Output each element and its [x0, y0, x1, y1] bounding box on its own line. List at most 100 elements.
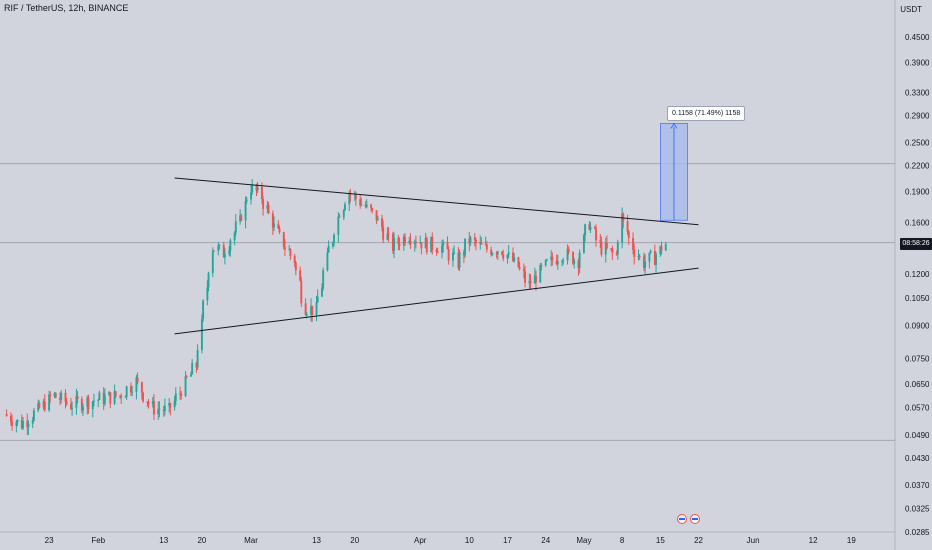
candle-up: [408, 240, 411, 243]
candle-down: [599, 240, 602, 243]
candle-up: [562, 260, 565, 262]
candle-down: [397, 237, 400, 244]
candle-down: [162, 409, 165, 412]
candle-down: [179, 393, 182, 395]
candle-down: [446, 241, 449, 250]
candle-up: [321, 288, 323, 297]
candle-up: [191, 363, 194, 375]
candle-up: [16, 419, 19, 423]
x-tick-label: 15: [656, 536, 665, 545]
x-tick-label: 12: [809, 536, 818, 545]
candle-up: [333, 234, 335, 243]
candle-down: [185, 376, 188, 378]
candle-down: [540, 265, 543, 267]
candle-up: [151, 401, 154, 405]
candle-up: [91, 401, 94, 410]
candle-up: [348, 193, 351, 205]
candle-up: [402, 236, 405, 246]
us-flag-icon[interactable]: [677, 514, 687, 524]
y-tick-label: 0.0370: [905, 481, 930, 490]
candle-down: [522, 269, 525, 272]
y-tick-label: 0.1600: [905, 218, 930, 227]
candle-down: [462, 252, 465, 256]
x-tick-label: 23: [45, 536, 54, 545]
candle-down: [293, 256, 296, 263]
y-tick-label: 0.0900: [905, 322, 930, 331]
candle-down: [518, 267, 521, 270]
x-tick-label: 10: [465, 536, 474, 545]
y-tick-label: 0.1200: [905, 270, 930, 279]
candle-down: [382, 226, 385, 240]
candle-up: [621, 213, 624, 243]
candle-up: [174, 393, 177, 402]
candle-up: [234, 221, 237, 233]
candle-down: [555, 260, 558, 265]
candle-up: [206, 287, 209, 301]
candle-down: [142, 392, 144, 402]
candle-up: [507, 252, 510, 255]
candle-down: [371, 208, 374, 211]
candle-up: [637, 256, 640, 258]
candle-down: [404, 236, 406, 243]
candle-down: [240, 215, 243, 221]
measure-arrow-head: [670, 122, 678, 129]
candle-down: [391, 234, 394, 251]
x-tick-label: 8: [620, 536, 625, 545]
candle-up: [228, 250, 231, 254]
candle-up: [655, 254, 657, 265]
candle-down: [262, 199, 265, 209]
candle-down: [535, 275, 537, 283]
candle-down: [20, 419, 23, 429]
candle-down: [80, 399, 83, 411]
candle-up: [92, 400, 95, 402]
candle-up: [556, 261, 559, 265]
candle-up: [196, 350, 199, 368]
candle-down: [551, 256, 554, 261]
candle-up: [365, 204, 368, 207]
candle-up: [413, 241, 416, 244]
candle-down: [5, 414, 8, 416]
candle-down: [457, 252, 460, 268]
candle-up: [135, 377, 138, 392]
candle-up: [163, 405, 166, 412]
event-icons: [677, 514, 700, 524]
candle-up: [326, 252, 329, 271]
y-tick-label: 0.0325: [905, 504, 930, 513]
x-tick-label: Mar: [244, 536, 258, 545]
y-tick-label: 0.0490: [905, 431, 930, 440]
candle-down: [359, 199, 362, 206]
candle-down: [387, 233, 390, 235]
candle-up: [539, 265, 542, 283]
candle-down: [147, 402, 150, 405]
candle-down: [87, 397, 90, 410]
candle-up: [113, 391, 116, 404]
candle-up: [464, 238, 466, 256]
candle-up: [233, 232, 236, 241]
candle-up: [616, 242, 619, 255]
candle-up: [584, 224, 587, 236]
candle-up: [108, 392, 111, 396]
candle-up: [202, 300, 205, 320]
x-tick-label: 13: [159, 536, 168, 545]
candle-down: [102, 392, 105, 405]
candle-down: [524, 271, 527, 283]
candle-down: [512, 252, 514, 261]
candle-down: [622, 213, 625, 222]
candle-down: [300, 280, 303, 304]
candle-down: [409, 240, 412, 244]
candle-up: [337, 216, 340, 235]
candle-up: [664, 244, 667, 251]
candle-down: [567, 248, 570, 253]
candle-down: [180, 393, 183, 396]
us-flag-icon[interactable]: [690, 514, 700, 524]
x-tick-label: 22: [694, 536, 703, 545]
candle-up: [53, 393, 56, 397]
candle-up: [442, 241, 445, 246]
candle-down: [109, 392, 112, 404]
candle-up: [305, 314, 308, 316]
candle-up: [484, 244, 487, 246]
measure-label[interactable]: 0.1158 (71.49%) 1158: [667, 106, 746, 121]
candle-down: [65, 401, 68, 404]
candle-up: [75, 396, 78, 408]
